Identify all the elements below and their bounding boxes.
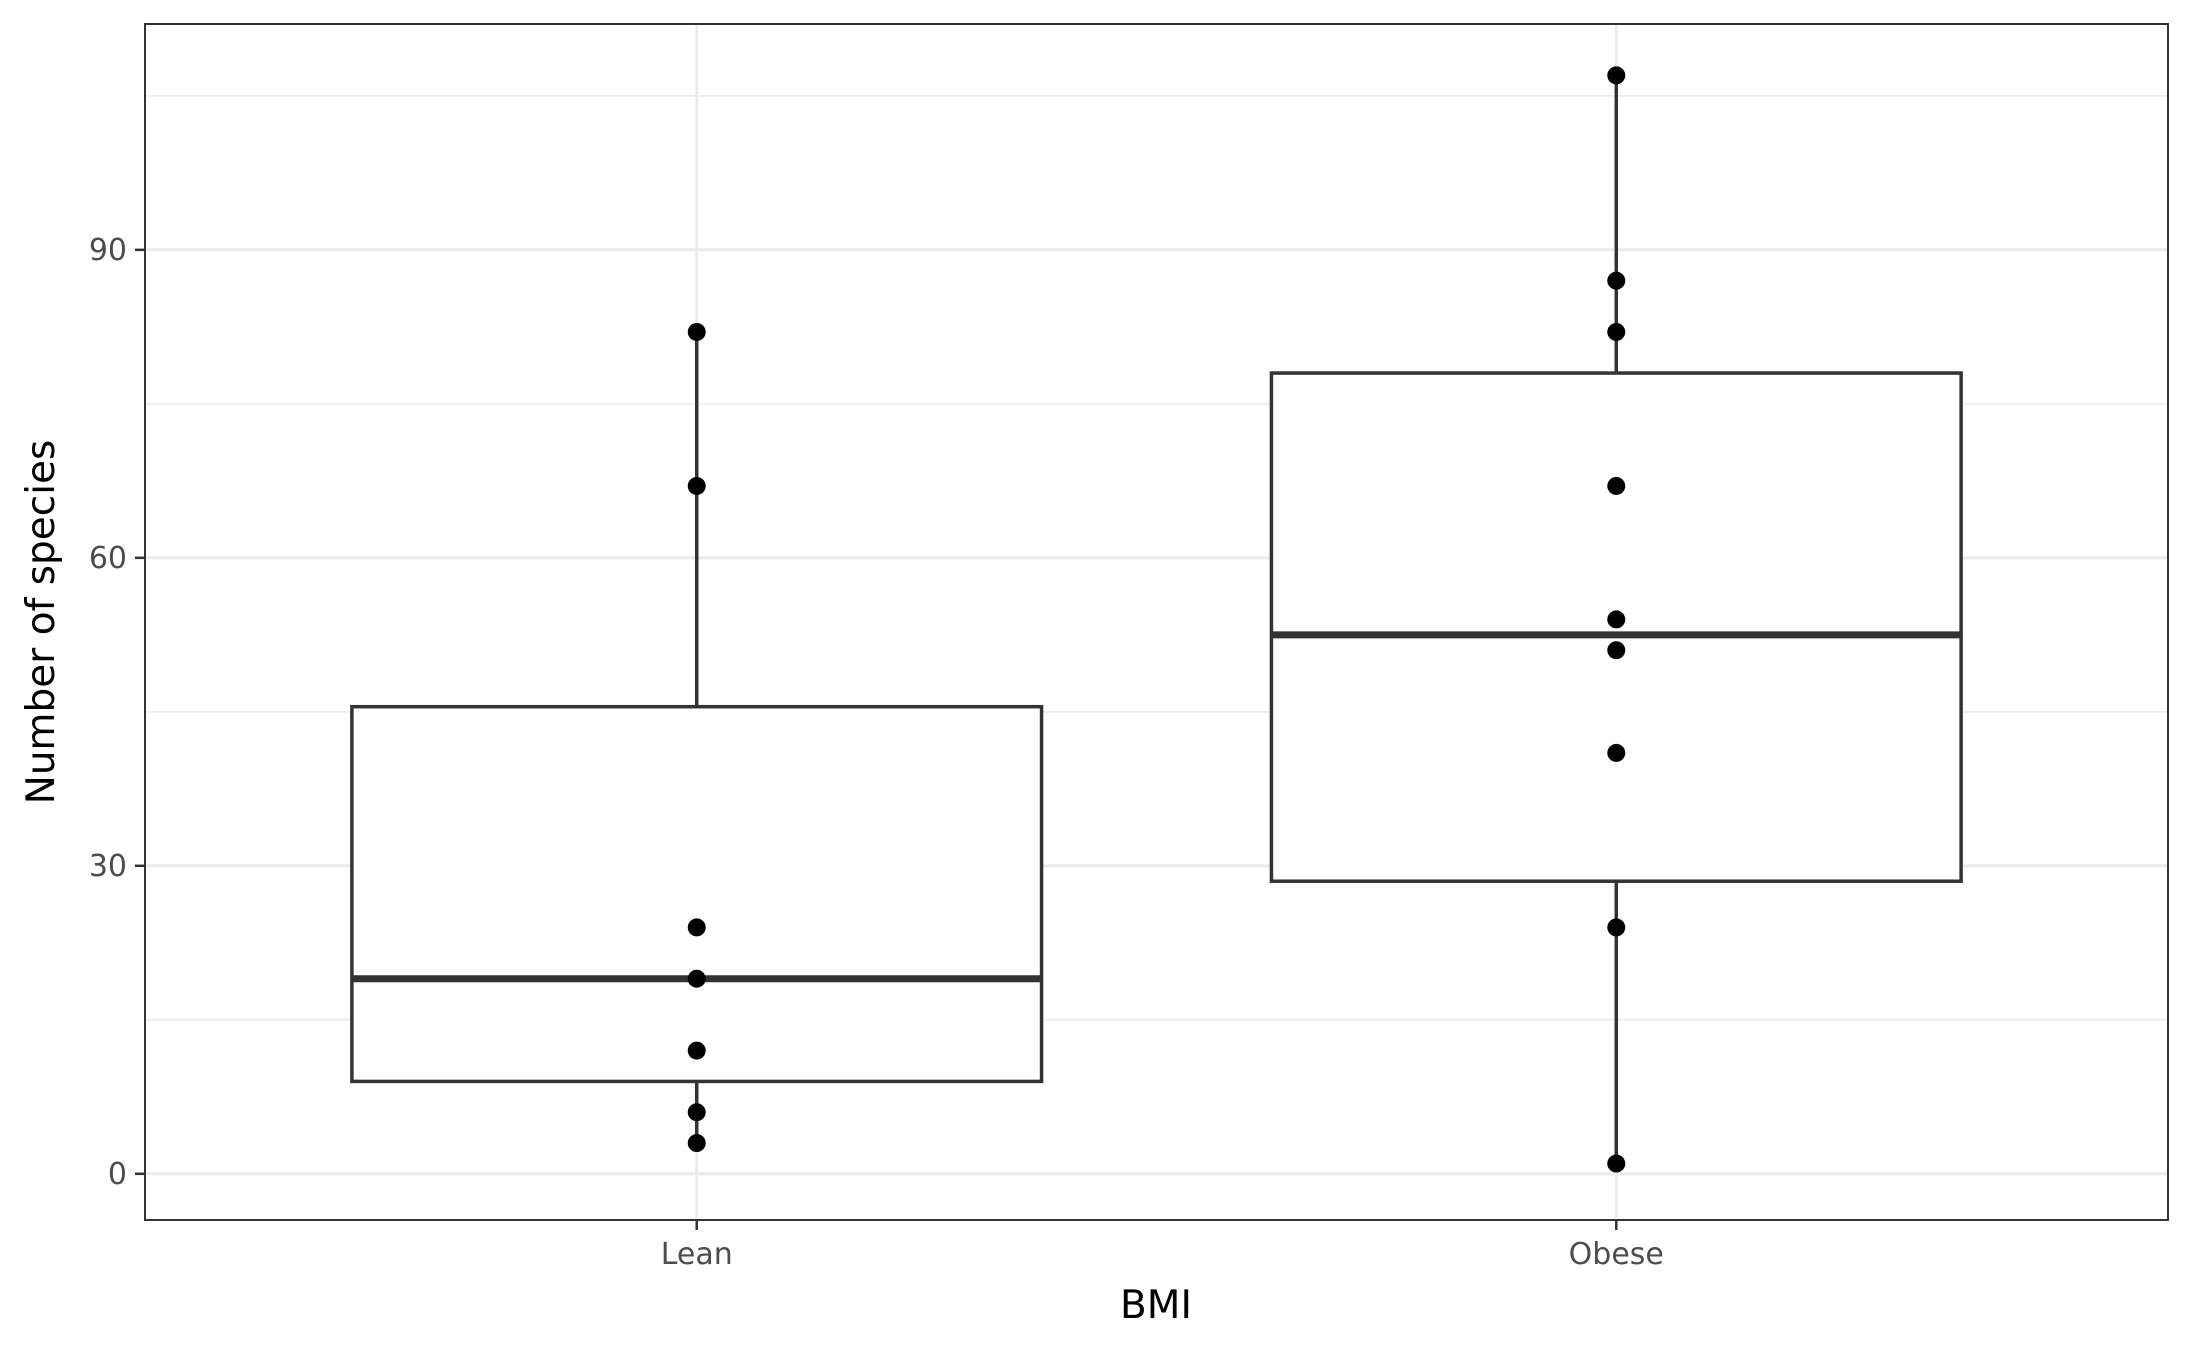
y-tick-label: 90 [89,233,127,268]
data-point [687,1041,706,1060]
x-tick-label: Obese [1569,1237,1664,1272]
data-point [1607,743,1626,762]
data-point [687,322,706,341]
y-tick-label: 0 [108,1157,127,1192]
data-point [1607,641,1626,660]
data-point [687,1103,706,1122]
data-point [1607,271,1626,290]
data-point [687,476,706,495]
data-points [687,66,1626,1173]
box-elements [350,75,1963,1164]
data-point [1607,610,1626,629]
y-tick-label: 60 [89,541,127,576]
data-point [1607,66,1626,85]
x-axis-title: BMI [1120,1283,1192,1328]
data-point [1607,322,1626,341]
y-axis-title: Number of species [19,440,64,805]
data-point [687,969,706,988]
data-point [687,1134,706,1153]
x-tick-label: Lean [661,1237,733,1272]
data-point [1607,1154,1626,1173]
data-point [687,918,706,937]
axes: 0 30 60 90 Lean Obese [89,233,1664,1272]
box-iqr [350,704,1044,1084]
plot-panel-border [144,23,2169,1221]
y-tick-label: 30 [89,849,127,884]
data-point [1607,476,1626,495]
data-point [1607,918,1626,937]
